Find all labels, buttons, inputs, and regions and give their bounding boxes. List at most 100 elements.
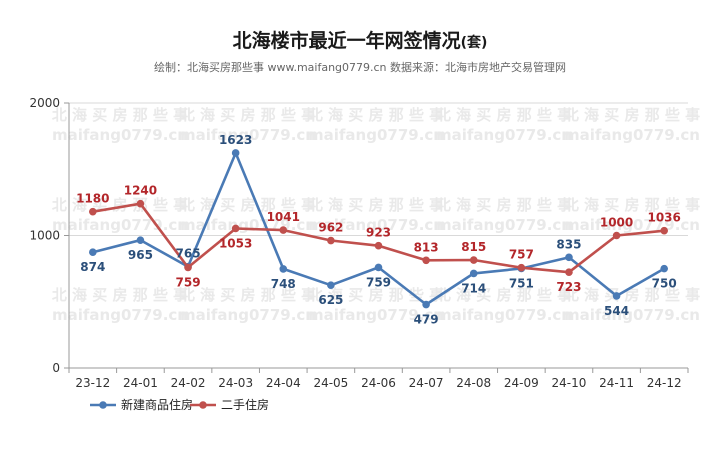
watermark-text: maifang0779.cn [308,126,444,144]
data-point-new-homes [469,269,478,278]
data-label-new-homes: 751 [509,276,534,290]
x-tick-label: 24-06 [361,376,396,390]
watermark-text: maifang0779.cn [52,306,188,324]
data-label-second-hand: 757 [509,248,534,262]
data-point-second-hand [89,207,97,216]
data-label-second-hand: 962 [318,221,343,235]
x-tick-label: 24-02 [171,376,206,390]
data-label-new-homes: 748 [271,277,296,291]
data-point-new-homes [422,300,430,309]
data-label-new-homes: 479 [414,313,439,327]
data-label-new-homes: 874 [80,260,105,274]
legend-marker-new-homes [99,401,107,409]
watermark-text: maifang0779.cn [564,306,700,324]
data-point-second-hand [517,263,526,272]
watermark-text: 北 海 买 房 那 些 事 [180,196,316,214]
data-label-second-hand: 1041 [267,210,300,224]
data-point-new-homes [565,253,573,262]
data-point-new-homes [660,264,668,273]
data-point-second-hand [374,241,383,250]
data-label-second-hand: 1036 [647,211,680,225]
data-point-second-hand [279,226,288,234]
data-label-second-hand: 923 [366,226,391,240]
data-point-second-hand [184,263,192,272]
data-label-layer: 874 1180 965 1240 765 759 1623 1053 748 1041 625 96… [76,133,681,327]
chart-title-text: 北海楼市最近一年网签情况 [232,30,461,52]
watermark-text: 北 海 买 房 那 些 事 [436,106,572,124]
data-point-second-hand [660,226,668,235]
watermark-text: 北 海 买 房 那 些 事 [308,106,444,124]
grid-layer [69,102,688,236]
watermark-text: maifang0779.cn [308,306,444,324]
data-label-new-homes: 714 [461,281,486,295]
x-tick-label: 24-01 [123,376,158,390]
data-label-new-homes: 759 [366,275,391,289]
data-point-new-homes [231,149,240,157]
watermark-text: 北 海 买 房 那 些 事 [52,286,188,304]
watermark-text: 北 海 买 房 那 些 事 [52,106,188,124]
x-tick-label: 24-05 [313,376,348,390]
chart-title-unit: (套) [460,35,488,51]
watermark-text: 北 海 买 房 那 些 事 [564,286,700,304]
series-layer [89,149,668,309]
x-tick-label: 24-07 [409,376,444,390]
x-tick-label: 24-10 [552,376,587,390]
data-point-second-hand [469,256,478,264]
watermark-text: maifang0779.cn [308,216,444,234]
watermark-layer: 北 海 买 房 那 些 事 maifang0779.cn 北 海 买 房 那 些 事… [52,106,700,324]
data-point-second-hand [136,199,145,208]
x-tick-label: 24-08 [456,376,491,390]
watermark-text: maifang0779.cn [52,126,188,144]
y-tick-label: 0 [52,361,60,375]
watermark-text: maifang0779.cn [52,216,188,234]
data-point-second-hand [565,268,573,277]
x-tick-label: 24-11 [599,376,634,390]
data-point-second-hand [231,224,240,233]
data-label-new-homes: 765 [176,247,201,261]
watermark-text: 北 海 买 房 那 些 事 [436,196,572,214]
data-label-second-hand: 1053 [219,236,252,250]
watermark-text: maifang0779.cn [180,306,316,324]
data-label-second-hand: 813 [414,240,439,254]
x-tick-label: 24-04 [266,376,301,390]
data-label-new-homes: 625 [318,293,343,307]
y-tick-label: 2000 [29,96,60,110]
x-tick-label: 23-12 [75,376,110,390]
x-tick-label: 24-03 [218,376,253,390]
data-label-second-hand: 759 [176,275,201,289]
data-point-second-hand [422,256,430,265]
data-point-new-homes [279,265,288,273]
watermark-text: maifang0779.cn [436,306,572,324]
data-label-second-hand: 1180 [76,192,109,206]
legend-label-new-homes: 新建商品住房 [121,397,193,412]
data-point-second-hand [327,236,335,245]
data-point-second-hand [612,231,621,240]
x-tick-label: 24-12 [647,376,682,390]
data-label-second-hand: 1000 [600,216,633,230]
data-label-second-hand: 723 [556,280,581,294]
data-label-new-homes: 965 [128,248,153,262]
watermark-text: 北 海 买 房 那 些 事 [308,196,444,214]
data-point-new-homes [136,236,145,244]
watermark-text: 北 海 买 房 那 些 事 [564,106,700,124]
watermark-text: 北 海 买 房 那 些 事 [180,286,316,304]
data-point-new-homes [374,263,383,272]
legend-marker-second-hand [199,401,207,409]
watermark-text: maifang0779.cn [564,126,700,144]
legend: 新建商品住房 二手住房 [90,397,269,412]
watermark-text: 北 海 买 房 那 些 事 [436,286,572,304]
y-tick-label: 1000 [29,229,60,243]
data-point-new-homes [327,281,335,289]
data-label-new-homes: 1623 [219,133,252,147]
chart-title: 北海楼市最近一年网签情况(套) [0,26,720,53]
data-point-new-homes [89,248,97,256]
watermark-text: 北 海 买 房 那 些 事 [52,196,188,214]
data-label-second-hand: 815 [461,240,486,254]
watermark-text: maifang0779.cn [436,126,572,144]
legend-label-second-hand: 二手住房 [221,397,269,412]
watermark-text: maifang0779.cn [180,126,316,144]
axes-layer: 0 1000 2000 23-12 24-01 24-02 24-03 24-04 24-05 2… [29,96,689,390]
chart-subtitle: 绘制：北海买房那些事 www.maifang0779.cn 数据来源：北海市房地… [153,61,567,74]
watermark-text: 北 海 买 房 那 些 事 [564,196,700,214]
